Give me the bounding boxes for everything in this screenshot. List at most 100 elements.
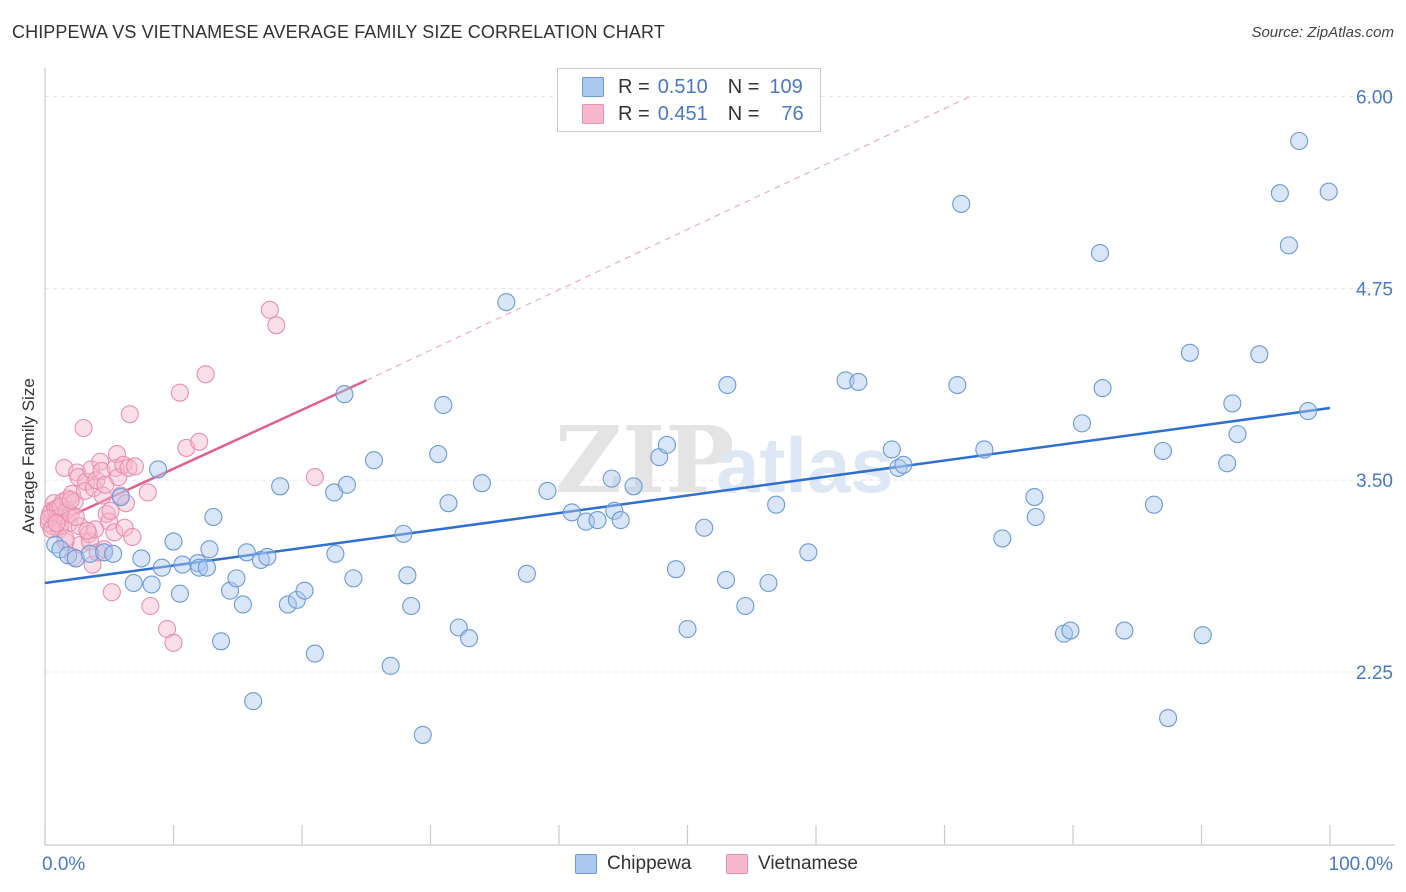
chippewa-point [657, 435, 676, 454]
axes [44, 68, 1395, 846]
chippewa-point [517, 564, 536, 583]
chippewa-point [80, 544, 100, 563]
chippewa-point [1193, 626, 1212, 645]
chippewa-point [66, 549, 85, 568]
n-label: N = [727, 75, 760, 98]
chippewa-point [849, 372, 868, 391]
chippewa-point [1093, 379, 1112, 398]
chippewa-point [497, 293, 516, 312]
watermark-zip: ZIP [555, 406, 734, 514]
chart-source: Source: ZipAtlas.com [1251, 24, 1394, 41]
r-value: 0.451 [657, 102, 708, 125]
vietnamese-swatch [726, 854, 748, 874]
chippewa-point [132, 549, 151, 568]
chippewa-point [95, 543, 114, 562]
chippewa-point [429, 445, 448, 464]
chippewa-point [1250, 345, 1269, 364]
chippewa-point [278, 595, 297, 614]
chippewa-point [1159, 708, 1178, 728]
chippewa-point [287, 590, 306, 609]
chippewa-point [562, 503, 581, 522]
chippewa-point [364, 451, 384, 470]
chippewa-point [716, 570, 736, 589]
vietnamese-point [267, 316, 286, 335]
chippewa-point [295, 581, 314, 600]
chippewa-point [678, 619, 697, 639]
chippewa-point [104, 544, 123, 563]
vietnamese-point [125, 457, 144, 476]
chippewa-point [149, 460, 168, 479]
vietnamese-point [47, 514, 66, 533]
chippewa-point [894, 455, 913, 474]
vietnamese-point [86, 520, 105, 539]
chippewa-point [695, 518, 714, 537]
legend-label: Vietnamese [758, 853, 858, 874]
chippewa-swatch [582, 77, 604, 97]
chippewa-point [1144, 495, 1164, 514]
y-tick-label: 3.50 [1356, 471, 1393, 492]
vietnamese-point [123, 527, 142, 546]
chippewa-point [1319, 182, 1338, 201]
chippewa-point [434, 395, 453, 415]
r-label: R = [618, 75, 650, 98]
chart-title: CHIPPEWA VS VIETNAMESE AVERAGE FAMILY SI… [12, 22, 665, 42]
vietnamese-point [305, 468, 324, 487]
y-axis-label: Average Family Size [19, 378, 38, 534]
vietnamese-point [93, 486, 112, 505]
chippewa-point [1218, 454, 1237, 473]
chippewa-point [1228, 425, 1247, 444]
chippewa-point [588, 511, 607, 530]
y-tick-label: 4.75 [1356, 279, 1393, 300]
chippewa-point [197, 558, 216, 577]
chippewa-point [736, 596, 755, 616]
chippewa-point [799, 543, 818, 562]
chippewa-point [233, 595, 252, 614]
vietnamese-point [105, 523, 124, 542]
vietnamese-point [101, 501, 120, 520]
vietnamese-point [164, 633, 183, 652]
n-value: 109 [769, 75, 803, 98]
vietnamese-point [114, 455, 133, 474]
chippewa-point [666, 560, 685, 579]
chippewa-point [164, 532, 183, 551]
chippewa-point [538, 481, 557, 500]
vietnamese-point [170, 383, 189, 402]
chippewa-point [142, 575, 161, 594]
chippewa-point [1279, 236, 1298, 255]
vietnamese-point [260, 300, 279, 319]
legend-row-chippewa: R = 0.510 N = 109 [582, 74, 803, 100]
chippewa-point [1026, 507, 1045, 527]
vietnamese-point [196, 365, 215, 384]
chippewa-point [472, 474, 491, 493]
chippewa-point [952, 194, 971, 213]
chippewa-points [46, 131, 1338, 744]
chippewa-point [1299, 402, 1318, 421]
vietnamese-point [87, 471, 106, 490]
chippewa-point [237, 543, 256, 562]
vietnamese-swatch [582, 104, 604, 124]
r-value: 0.510 [657, 75, 708, 98]
chippewa-point [170, 584, 189, 603]
chippewa-point [413, 725, 432, 744]
chippewa-point [602, 469, 621, 488]
chippewa-point [624, 477, 643, 496]
y-tick-label: 2.25 [1356, 663, 1393, 684]
chippewa-point [759, 573, 778, 593]
chippewa-point [111, 487, 130, 507]
chippewa-point [381, 656, 400, 675]
chippewa-point [439, 494, 458, 513]
chippewa-point [1025, 487, 1044, 507]
watermark-atlas: atlas [716, 421, 894, 509]
chippewa-point [305, 644, 324, 663]
vietnamese-points [39, 300, 324, 652]
vietnamese-point [51, 497, 70, 516]
chippewa-point [993, 529, 1012, 548]
chippewa-point [1223, 394, 1242, 413]
stats-legend: R = 0.510 N = 109 R = 0.451 N = 76 [557, 68, 821, 132]
chippewa-point [337, 475, 357, 494]
chippewa-point [258, 547, 277, 566]
chippewa-point [402, 596, 421, 616]
n-label: N = [727, 102, 760, 125]
chippewa-point [190, 558, 209, 577]
